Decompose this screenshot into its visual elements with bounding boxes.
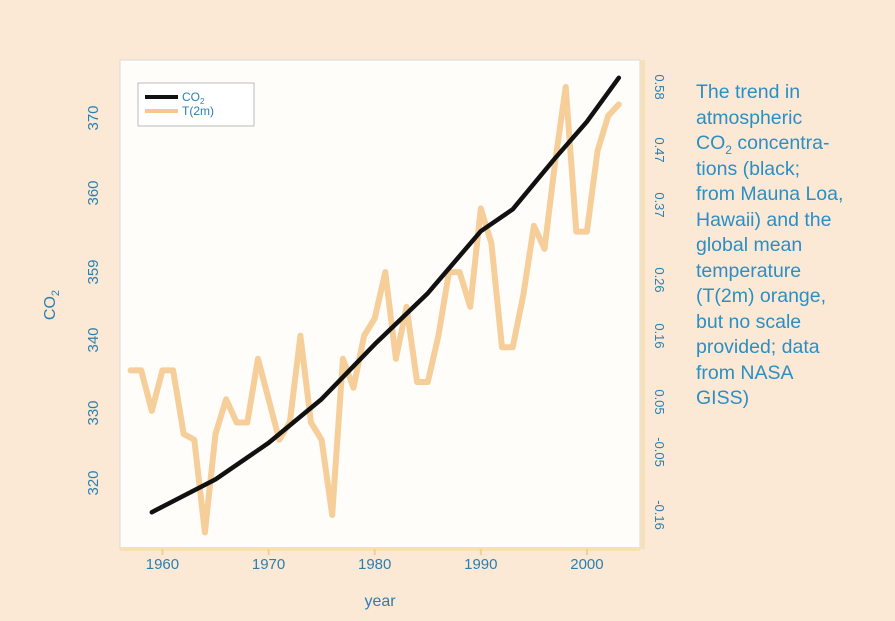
legend: CO2 T(2m) (137, 82, 255, 127)
right-tick-label: -0.16 (652, 500, 667, 530)
x-tick-label: 1960 (146, 556, 179, 573)
caption-line: provided; data (696, 336, 820, 358)
series-line-t2m (127, 84, 622, 536)
legend-label-t2m: T(2m) (182, 104, 214, 118)
caption-line: atmospheric (696, 106, 803, 129)
caption-line: GISS) (696, 387, 750, 409)
right-tick-label: 0.26 (652, 267, 667, 292)
legend-box (137, 82, 255, 127)
legend-label-co2: CO2 (182, 90, 205, 106)
x-axis-tick-labels: 1960 1970 1980 1990 2000 (146, 549, 604, 573)
caption-line: CO (696, 132, 726, 154)
right-tick-label: 0.47 (652, 137, 667, 162)
right-tick-label: 0.58 (652, 74, 667, 99)
right-tick-label: -0.05 (652, 437, 667, 467)
caption-line: from Mauna Loa, (696, 183, 844, 205)
caption-line: Hawaii) and the (696, 208, 832, 231)
caption-line: global mean (696, 234, 803, 256)
left-tick-label: 360 (85, 180, 102, 205)
left-tick-label: 359 (85, 259, 102, 284)
caption-line: from NASA (696, 361, 794, 384)
caption-line: tions (black; (696, 157, 801, 180)
left-tick-label: 370 (85, 105, 102, 130)
caption-line: temperature (696, 259, 802, 282)
series-layer (127, 75, 622, 536)
caption-subscript: 2 (725, 142, 732, 157)
right-tick-label: 0.05 (652, 389, 667, 414)
y-axis-label: CO2 (42, 290, 62, 320)
caption-line: concentra- (731, 132, 830, 154)
left-axis-tick-labels: 320 330 340 359 360 370 (85, 105, 102, 495)
x-tick-label: 1980 (358, 556, 391, 573)
series-line-co2 (149, 75, 622, 515)
x-axis-label: year (364, 593, 396, 610)
caption-line: The trend in (696, 81, 801, 103)
x-tick-label: 1970 (252, 556, 285, 573)
left-tick-label: 330 (85, 400, 102, 425)
caption-line: but no scale (696, 310, 802, 333)
right-tick-label: 0.16 (652, 323, 667, 348)
right-tick-label: 0.37 (652, 192, 667, 217)
right-axis-tick-labels: -0.16 -0.05 0.05 0.16 0.26 0.37 0.47 0.58 (652, 74, 667, 529)
caption-text: The trend in atmospheric CO2 concentra- … (696, 80, 881, 412)
left-tick-label: 320 (85, 470, 102, 495)
caption-line: (T(2m) orange, (696, 285, 827, 307)
x-tick-label: 2000 (570, 556, 603, 573)
x-tick-label: 1990 (464, 556, 497, 573)
left-tick-label: 340 (85, 327, 102, 352)
